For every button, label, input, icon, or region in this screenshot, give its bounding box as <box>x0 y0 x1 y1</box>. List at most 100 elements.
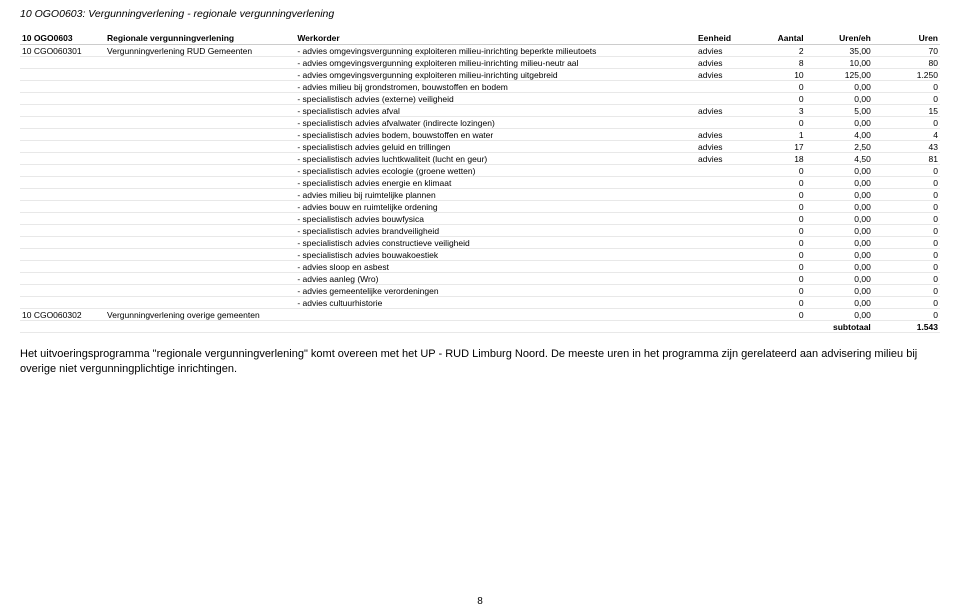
table-cell: 0 <box>873 237 940 249</box>
table-cell <box>105 105 295 117</box>
subtotal-value: 1.543 <box>873 321 940 333</box>
table-cell: 0,00 <box>806 297 873 309</box>
table-cell: 0 <box>752 201 806 213</box>
table-row: 10 CGO060302Vergunningverlening overige … <box>20 309 940 321</box>
table-cell: 0 <box>752 249 806 261</box>
table-cell <box>105 129 295 141</box>
table-cell <box>20 57 105 69</box>
table-row: - advies omgevingsvergunning exploiteren… <box>20 57 940 69</box>
table-cell: 0,00 <box>806 249 873 261</box>
table-cell: 81 <box>873 153 940 165</box>
table-cell: 2 <box>752 45 806 57</box>
col-header: Eenheid <box>696 32 752 45</box>
table-header-row: 10 OGO0603 Regionale vergunningverlening… <box>20 32 940 45</box>
table-row: - specialistisch advies bouwakoestiek00,… <box>20 249 940 261</box>
table-cell: - specialistisch advies (externe) veilig… <box>295 93 696 105</box>
table-cell <box>696 81 752 93</box>
table-cell: 0 <box>752 261 806 273</box>
table-cell: 70 <box>873 45 940 57</box>
table-cell <box>105 81 295 93</box>
table-cell <box>105 225 295 237</box>
table-cell: 8 <box>752 57 806 69</box>
table-cell <box>696 165 752 177</box>
table-cell <box>105 189 295 201</box>
table-row: - specialistisch advies energie en klima… <box>20 177 940 189</box>
table-cell: - advies milieu bij grondstromen, bouwst… <box>295 81 696 93</box>
table-cell <box>105 285 295 297</box>
table-cell: 0 <box>752 273 806 285</box>
table-cell <box>20 297 105 309</box>
table-cell: 0 <box>873 225 940 237</box>
table-cell: 2,50 <box>806 141 873 153</box>
table-cell <box>20 201 105 213</box>
table-cell <box>20 129 105 141</box>
table-cell: - advies sloop en asbest <box>295 261 696 273</box>
table-cell <box>105 273 295 285</box>
table-cell: 5,00 <box>806 105 873 117</box>
table-cell: - advies omgevingsvergunning exploiteren… <box>295 69 696 81</box>
table-cell: 0,00 <box>806 273 873 285</box>
table-cell <box>20 237 105 249</box>
table-cell <box>696 285 752 297</box>
table-cell: 0,00 <box>806 189 873 201</box>
col-header: Uren/eh <box>806 32 873 45</box>
table-cell: 4,50 <box>806 153 873 165</box>
col-header: Regionale vergunningverlening <box>105 32 295 45</box>
table-cell <box>20 153 105 165</box>
table-cell: 0 <box>752 213 806 225</box>
table-cell <box>105 201 295 213</box>
table-cell <box>696 261 752 273</box>
col-header: Werkorder <box>295 32 696 45</box>
table-cell: 10 <box>752 69 806 81</box>
table-cell <box>20 189 105 201</box>
table-cell: Vergunningverlening RUD Gemeenten <box>105 45 295 57</box>
document-title: 10 OGO0603: Vergunningverlening - region… <box>20 8 940 20</box>
table-cell <box>20 117 105 129</box>
table-cell: - specialistisch advies afval <box>295 105 696 117</box>
table-row: - advies sloop en asbest00,000 <box>20 261 940 273</box>
table-cell <box>696 309 752 321</box>
table-cell <box>105 153 295 165</box>
table-cell: 0,00 <box>806 285 873 297</box>
table-cell: 0 <box>752 237 806 249</box>
col-header: Aantal <box>752 32 806 45</box>
table-cell: 0 <box>873 249 940 261</box>
table-cell: 0 <box>752 189 806 201</box>
table-cell: 1.250 <box>873 69 940 81</box>
table-cell: - specialistisch advies brandveiligheid <box>295 225 696 237</box>
table-cell: - advies omgevingsvergunning exploiteren… <box>295 45 696 57</box>
table-cell: 17 <box>752 141 806 153</box>
table-cell: - advies cultuurhistorie <box>295 297 696 309</box>
table-cell <box>696 237 752 249</box>
table-cell: 0 <box>873 273 940 285</box>
table-cell <box>105 297 295 309</box>
table-cell: Vergunningverlening overige gemeenten <box>105 309 295 321</box>
table-cell: 35,00 <box>806 45 873 57</box>
table-cell: 4 <box>873 129 940 141</box>
table-cell: 0,00 <box>806 201 873 213</box>
table-cell <box>696 93 752 105</box>
table-row: - specialistisch advies bodem, bouwstoff… <box>20 129 940 141</box>
table-cell <box>20 225 105 237</box>
table-cell: - advies milieu bij ruimtelijke plannen <box>295 189 696 201</box>
col-header: Uren <box>873 32 940 45</box>
table-row: - advies milieu bij ruimtelijke plannen 0… <box>20 189 940 201</box>
table-cell: 0,00 <box>806 117 873 129</box>
subtotal-row: subtotaal 1.543 <box>20 321 940 333</box>
table-cell <box>696 201 752 213</box>
table-cell: 18 <box>752 153 806 165</box>
table-cell: - specialistisch advies bouwfysica <box>295 213 696 225</box>
table-cell: 0,00 <box>806 309 873 321</box>
table-cell: advies <box>696 45 752 57</box>
data-table: 10 OGO0603 Regionale vergunningverlening… <box>20 32 940 333</box>
table-cell: - specialistisch advies bodem, bouwstoff… <box>295 129 696 141</box>
table-cell: 0 <box>873 261 940 273</box>
table-cell <box>105 57 295 69</box>
table-cell <box>696 297 752 309</box>
table-row: - specialistisch advies constructieve ve… <box>20 237 940 249</box>
table-cell: 10 CGO060301 <box>20 45 105 57</box>
table-cell <box>696 177 752 189</box>
table-cell: 0 <box>873 81 940 93</box>
table-row: - specialistisch advies brandveiligheid 0… <box>20 225 940 237</box>
page-number: 8 <box>0 596 960 607</box>
